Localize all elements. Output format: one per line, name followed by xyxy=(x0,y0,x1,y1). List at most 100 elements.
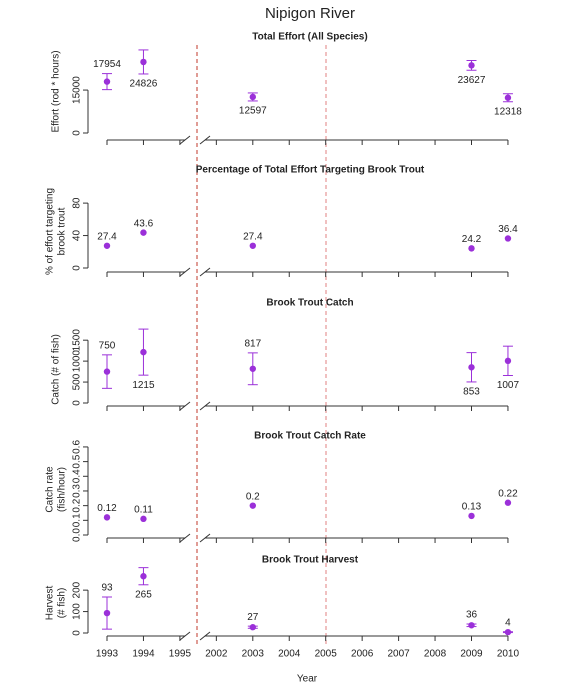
y-tick-label: 15000 xyxy=(72,76,83,104)
data-point xyxy=(140,573,147,580)
data-point xyxy=(249,242,256,249)
axis-break xyxy=(179,267,191,277)
axis-break xyxy=(179,135,191,145)
x-tick-label: 2010 xyxy=(497,649,520,660)
data-point xyxy=(504,499,512,506)
x-tick-label: 1994 xyxy=(132,649,155,660)
axis-break xyxy=(199,135,211,145)
x-tick-label: 1993 xyxy=(96,649,119,660)
panel-title: Total Effort (All Species) xyxy=(252,32,367,43)
data-point xyxy=(504,94,512,101)
data-label: 27.4 xyxy=(243,231,263,242)
x-tick-label: 2003 xyxy=(242,649,265,660)
data-point xyxy=(249,365,256,372)
y-tick-label: 0.4 xyxy=(72,469,83,483)
chart-title: Nipigon River xyxy=(265,5,355,22)
data-point xyxy=(249,93,256,101)
y-tick-label: 500 xyxy=(72,373,83,390)
data-label: 0.2 xyxy=(246,491,260,502)
y-tick-label: 80 xyxy=(72,197,83,209)
x-tick-label: 2002 xyxy=(205,649,228,660)
data-label: 43.6 xyxy=(134,218,154,229)
data-point xyxy=(468,512,475,520)
axis-break xyxy=(199,401,211,411)
data-point xyxy=(249,624,256,631)
data-label: 750 xyxy=(99,340,116,351)
axis-break xyxy=(179,401,191,411)
data-label: 36.4 xyxy=(498,224,518,235)
data-point xyxy=(103,78,111,85)
x-tick-label: 2009 xyxy=(460,649,483,660)
y-tick-label: 0 xyxy=(72,130,83,136)
panel-title: Percentage of Total Effort Targeting Bro… xyxy=(196,165,425,176)
data-label: 0.22 xyxy=(498,488,518,499)
y-tick-label: 0.0 xyxy=(72,528,83,542)
y-tick-label: 0.1 xyxy=(72,513,83,527)
y-tick-label: 200 xyxy=(72,581,83,598)
y-tick-label: 0.6 xyxy=(72,440,83,454)
data-point xyxy=(504,235,512,242)
data-point xyxy=(468,364,475,371)
data-label: 817 xyxy=(244,339,261,350)
data-point xyxy=(504,357,512,365)
y-tick-label: 0 xyxy=(72,400,83,406)
axis-break xyxy=(179,631,191,641)
data-label: 4 xyxy=(505,617,511,628)
y-tick-label: 0.2 xyxy=(72,498,83,512)
axis-break xyxy=(199,631,211,641)
data-label: 12597 xyxy=(239,106,267,117)
x-tick-label: 2007 xyxy=(387,649,410,660)
data-label: 17954 xyxy=(93,59,121,70)
data-point xyxy=(103,242,111,249)
data-point xyxy=(468,622,475,629)
y-axis-label: Harvest xyxy=(45,586,56,621)
panel-title: Brook Trout Catch xyxy=(266,298,353,309)
x-axis-label: Year xyxy=(297,674,318,685)
y-tick-label: 0 xyxy=(72,265,83,271)
data-point xyxy=(140,515,147,523)
data-point xyxy=(103,368,111,375)
data-point xyxy=(140,58,147,66)
y-tick-label: 40 xyxy=(72,230,83,242)
x-tick-label: 2008 xyxy=(424,649,447,660)
data-label: 0.11 xyxy=(134,504,153,515)
y-tick-label: 0.3 xyxy=(72,484,83,498)
data-label: 24826 xyxy=(130,79,158,90)
y-axis-label: % of effort targeting xyxy=(45,188,56,275)
data-label: 1007 xyxy=(497,380,520,391)
data-point xyxy=(140,229,147,236)
data-label: 1215 xyxy=(132,380,155,391)
data-label: 27 xyxy=(247,612,259,623)
data-point xyxy=(468,245,475,252)
y-axis-label: (fish/hour) xyxy=(57,467,68,512)
data-label: 853 xyxy=(463,387,480,398)
x-tick-label: 2006 xyxy=(351,649,374,660)
data-label: 265 xyxy=(135,589,152,600)
y-tick-label: 0 xyxy=(72,630,83,636)
y-axis-label: Effort (rod * hours) xyxy=(51,50,62,132)
axis-break xyxy=(199,267,211,277)
y-tick-label: 100 xyxy=(72,603,83,620)
data-label: 0.13 xyxy=(462,502,482,513)
y-axis-label: brook trout xyxy=(57,207,68,255)
data-point xyxy=(249,502,256,509)
y-tick-label: 1500 xyxy=(72,329,83,352)
y-tick-label: 1000 xyxy=(72,350,83,373)
data-point xyxy=(103,514,111,521)
axis-break xyxy=(179,533,191,543)
data-label: 24.2 xyxy=(462,234,482,245)
y-axis-label: (# fish) xyxy=(57,588,68,619)
data-point xyxy=(504,628,512,636)
panel-title: Brook Trout Catch Rate xyxy=(254,431,366,442)
y-tick-label: 0.5 xyxy=(72,454,83,468)
data-label: 27.4 xyxy=(97,231,117,242)
data-label: 12318 xyxy=(494,106,522,117)
data-point xyxy=(468,62,475,69)
data-label: 0.12 xyxy=(97,503,117,514)
y-axis-label: Catch rate xyxy=(45,466,56,513)
axis-break xyxy=(199,533,211,543)
data-label: 23627 xyxy=(458,75,486,86)
data-label: 36 xyxy=(466,610,478,621)
data-label: 93 xyxy=(101,583,113,594)
